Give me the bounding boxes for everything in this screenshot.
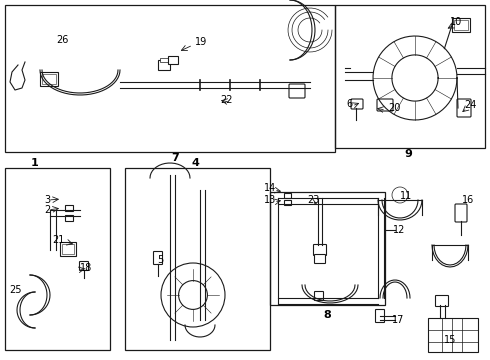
Text: 6: 6 [346,99,352,109]
FancyBboxPatch shape [289,84,305,98]
Text: 24: 24 [464,100,476,110]
Text: 7: 7 [171,153,179,163]
FancyBboxPatch shape [79,261,89,270]
Bar [158,60,170,70]
Text: 13: 13 [264,195,276,205]
Text: 3: 3 [44,195,50,205]
Bar [65,215,73,221]
Text: 17: 17 [392,315,404,325]
Bar [284,200,291,205]
Bar [270,192,385,305]
FancyBboxPatch shape [457,99,471,117]
Text: 18: 18 [80,263,92,273]
Bar [160,58,168,62]
Text: 19: 19 [195,37,207,47]
Text: 15: 15 [444,335,456,345]
FancyBboxPatch shape [351,99,363,109]
Bar [454,20,468,30]
Bar [284,193,291,198]
Text: 2: 2 [44,205,50,215]
Text: 5: 5 [157,255,163,265]
Bar [428,318,478,352]
FancyBboxPatch shape [315,292,323,301]
Bar [65,205,73,211]
Text: 23: 23 [307,195,319,205]
Bar [42,74,56,84]
Text: 26: 26 [56,35,68,45]
FancyBboxPatch shape [315,255,325,264]
Text: 16: 16 [462,195,474,205]
Text: 20: 20 [388,103,400,113]
Bar [452,18,470,32]
Bar [125,168,270,350]
Text: 1: 1 [31,158,39,168]
Bar [40,72,58,86]
Circle shape [392,187,408,203]
Bar [5,5,335,152]
FancyBboxPatch shape [455,204,467,222]
Text: 8: 8 [323,310,331,320]
Text: 11: 11 [400,191,412,201]
Text: 22: 22 [220,95,232,105]
Text: 14: 14 [264,183,276,193]
Text: 25: 25 [9,285,21,295]
Bar [62,244,74,254]
Bar [60,242,76,256]
Bar [335,5,485,148]
Bar [168,56,178,64]
FancyBboxPatch shape [377,99,393,111]
Text: 21: 21 [52,235,65,245]
Text: 10: 10 [450,17,462,27]
Text: 4: 4 [191,158,199,168]
FancyBboxPatch shape [375,310,385,323]
Circle shape [161,263,225,327]
Bar [5,168,110,350]
FancyBboxPatch shape [314,244,326,256]
Circle shape [178,280,207,309]
Text: 9: 9 [404,149,412,159]
Text: 12: 12 [393,225,405,235]
FancyBboxPatch shape [436,296,448,306]
FancyBboxPatch shape [153,252,163,265]
